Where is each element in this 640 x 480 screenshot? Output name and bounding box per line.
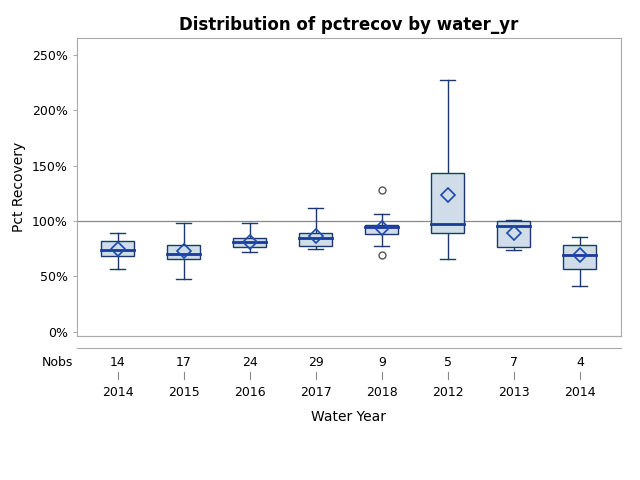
- Text: 2012: 2012: [432, 386, 463, 399]
- FancyBboxPatch shape: [167, 245, 200, 259]
- Text: 2013: 2013: [498, 386, 530, 399]
- Text: Nobs: Nobs: [42, 356, 74, 369]
- FancyBboxPatch shape: [365, 225, 398, 234]
- Text: 2017: 2017: [300, 386, 332, 399]
- Text: 17: 17: [176, 356, 192, 369]
- FancyBboxPatch shape: [233, 238, 266, 247]
- FancyBboxPatch shape: [563, 245, 596, 269]
- FancyBboxPatch shape: [431, 173, 465, 232]
- FancyBboxPatch shape: [497, 221, 531, 247]
- Title: Distribution of pctrecov by water_yr: Distribution of pctrecov by water_yr: [179, 16, 518, 34]
- Text: 29: 29: [308, 356, 324, 369]
- Text: Water Year: Water Year: [311, 410, 387, 424]
- Text: 24: 24: [242, 356, 258, 369]
- Text: 7: 7: [510, 356, 518, 369]
- FancyBboxPatch shape: [300, 232, 332, 246]
- Text: 2016: 2016: [234, 386, 266, 399]
- Text: 9: 9: [378, 356, 386, 369]
- Text: 14: 14: [110, 356, 125, 369]
- Text: 2014: 2014: [102, 386, 134, 399]
- Y-axis label: Pct Recovery: Pct Recovery: [12, 142, 26, 232]
- Text: 5: 5: [444, 356, 452, 369]
- Text: 2015: 2015: [168, 386, 200, 399]
- Text: 2018: 2018: [366, 386, 397, 399]
- Text: 4: 4: [576, 356, 584, 369]
- Text: 2014: 2014: [564, 386, 596, 399]
- FancyBboxPatch shape: [101, 241, 134, 256]
